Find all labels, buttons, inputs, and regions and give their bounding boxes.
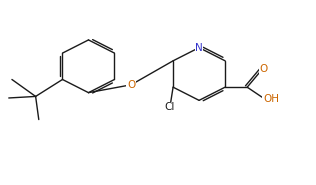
Text: Cl: Cl (165, 102, 175, 112)
Text: N: N (195, 43, 203, 53)
Text: O: O (127, 80, 135, 90)
Text: O: O (260, 64, 268, 74)
Text: OH: OH (263, 94, 279, 104)
